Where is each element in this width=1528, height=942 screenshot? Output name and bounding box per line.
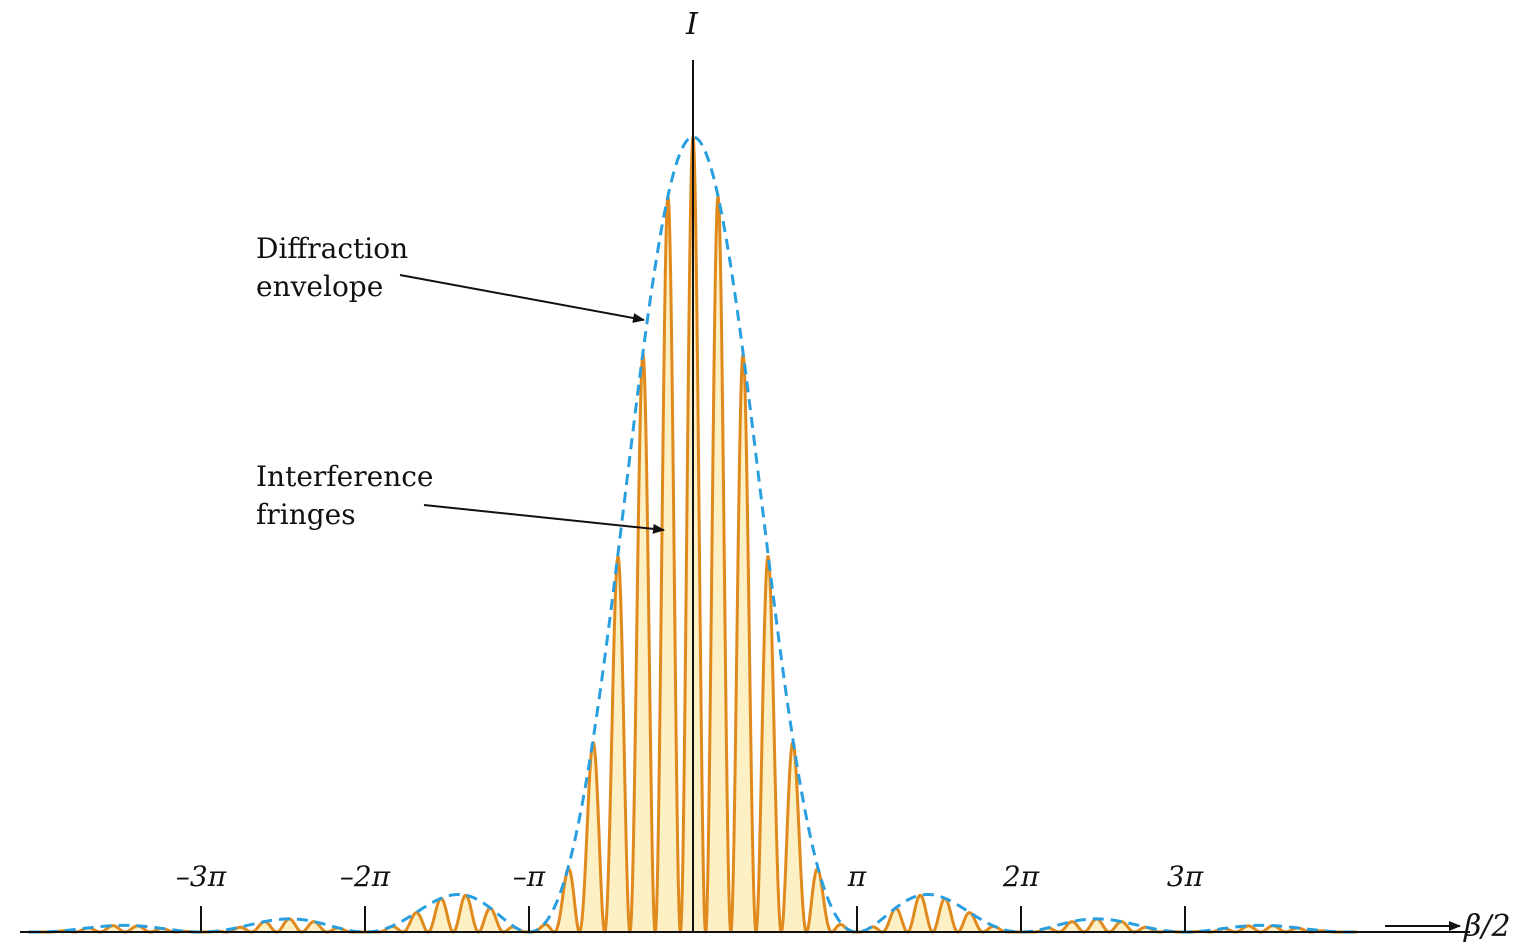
interference-fringes-arrow bbox=[423, 504, 665, 534]
annotation-arrows bbox=[399, 274, 665, 534]
x-axis-label: β/2 bbox=[1463, 909, 1511, 942]
interference-fringes-annotation: Interference fringes bbox=[256, 458, 433, 534]
diffraction-envelope-line-2: envelope bbox=[256, 270, 384, 303]
x-tick-label: 3π bbox=[1167, 860, 1204, 893]
x-tick-label: π bbox=[847, 860, 867, 893]
axes-layer: β/2 I bbox=[20, 7, 1511, 942]
tick-layer: –3π –2π –π π 2π 3π bbox=[176, 860, 1204, 932]
x-tick-label: –π bbox=[513, 860, 546, 893]
y-axis-label: I bbox=[685, 7, 699, 42]
interference-fringes-line-1: Interference bbox=[256, 460, 434, 493]
diffraction-envelope-annotation: Diffraction envelope bbox=[256, 230, 408, 306]
x-tick-label: 2π bbox=[1002, 860, 1040, 893]
x-tick-label: –3π bbox=[176, 860, 227, 893]
x-tick-label: –2π bbox=[340, 860, 391, 893]
diffraction-envelope-arrow bbox=[399, 274, 645, 323]
diffraction-envelope-line-1: Diffraction bbox=[256, 232, 409, 265]
envelope-curve-layer bbox=[28, 135, 1358, 934]
interference-fringes-line-2: fringes bbox=[256, 498, 356, 531]
diffraction-envelope-curve bbox=[28, 135, 1358, 934]
